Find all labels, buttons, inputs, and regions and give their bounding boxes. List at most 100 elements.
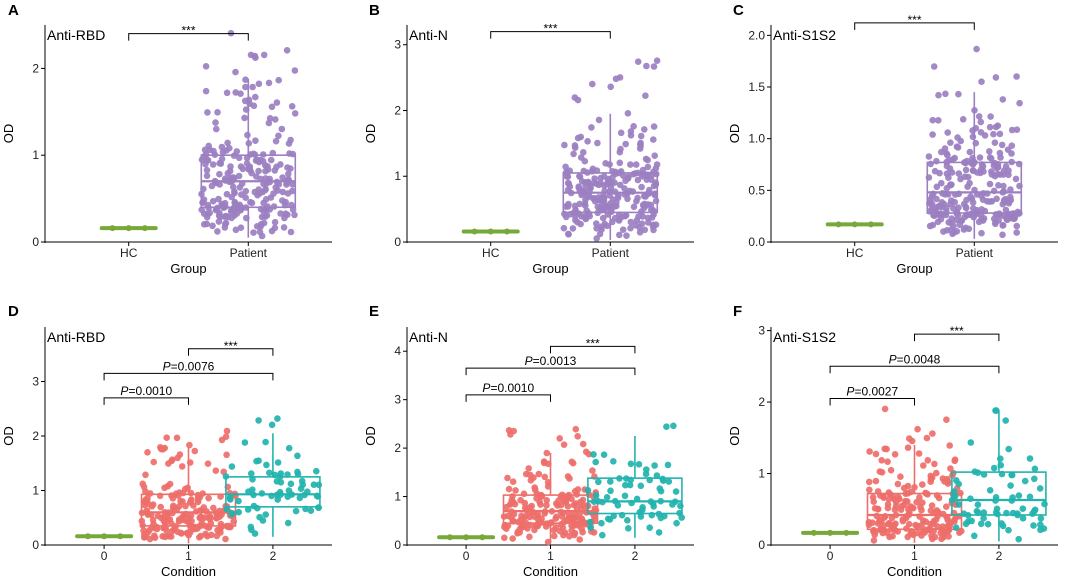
x-tick-label-b: HC (482, 246, 500, 260)
data-point (673, 519, 680, 527)
data-point (999, 522, 1007, 530)
data-point (597, 204, 604, 212)
data-point (263, 461, 270, 469)
data-point (968, 517, 975, 525)
data-point (568, 514, 575, 521)
x-tick-label-d: 1 (185, 549, 192, 563)
y-tick-label-f: 1 (758, 467, 765, 481)
data-point (943, 416, 950, 424)
data-point (906, 435, 913, 442)
data-point (951, 457, 958, 465)
data-point (284, 519, 292, 527)
data-point (574, 134, 582, 142)
data-point (248, 470, 255, 477)
data-point (642, 92, 649, 99)
data-point (169, 527, 176, 535)
data-point (874, 505, 882, 513)
data-point (936, 169, 943, 177)
significance-bracket-e-2: *** (550, 336, 636, 354)
bracket-line (829, 397, 915, 406)
data-point (904, 444, 912, 452)
significance-bracket-f-2: *** (914, 324, 1000, 342)
data-point (656, 485, 664, 492)
y-tick-label-c: 0.0 (748, 235, 765, 249)
data-point (146, 490, 154, 497)
data-point (933, 469, 940, 477)
data-point (487, 228, 494, 235)
data-point (904, 482, 912, 490)
data-point (927, 160, 934, 168)
data-point (942, 90, 949, 98)
data-point (1036, 485, 1044, 492)
data-point (950, 469, 957, 477)
data-point (927, 478, 934, 486)
data-point (200, 221, 208, 228)
x-axis-label-f: Condition (887, 564, 942, 579)
data-point (274, 496, 282, 503)
data-point (201, 146, 209, 154)
data-point (1015, 492, 1023, 499)
data-point (156, 492, 164, 500)
data-point (509, 478, 517, 486)
data-point (505, 485, 513, 493)
data-point (205, 494, 212, 502)
data-point (678, 514, 685, 521)
data-point (463, 534, 470, 541)
data-point (976, 154, 984, 161)
data-point (274, 459, 282, 466)
group-d-1 (138, 427, 239, 544)
data-point (626, 481, 634, 489)
data-point (228, 463, 236, 470)
data-point (987, 113, 994, 120)
data-point (1031, 465, 1039, 473)
data-point (952, 524, 960, 531)
data-point (999, 96, 1007, 103)
data-point (479, 534, 486, 541)
x-tick-label-d: 2 (270, 549, 277, 563)
data-point (223, 451, 230, 459)
data-point (576, 172, 583, 180)
data-point (241, 114, 248, 122)
data-point (580, 149, 587, 156)
data-point (971, 532, 978, 540)
data-point (978, 78, 985, 85)
x-axis-label-a: Group (170, 261, 206, 276)
data-point (627, 161, 634, 168)
data-point (512, 487, 519, 494)
group-e-1 (500, 425, 600, 546)
data-point (509, 535, 516, 542)
y-tick-label-a: 2 (32, 61, 39, 75)
data-point (600, 173, 608, 180)
data-point (880, 494, 887, 502)
data-point (213, 125, 220, 133)
data-point (525, 465, 532, 472)
data-point (650, 503, 657, 510)
data-point (611, 179, 618, 186)
data-point (202, 63, 210, 70)
y-tick-label-d: 0 (32, 538, 39, 552)
data-point (1013, 229, 1020, 236)
data-point (955, 501, 963, 508)
bracket-label: P=0.0010 (120, 384, 172, 398)
data-point (187, 512, 195, 519)
data-point (572, 500, 579, 507)
y-tick-label-d: 1 (32, 484, 39, 498)
y-tick-label-d: 3 (32, 375, 39, 389)
significance-bracket-c-0: *** (854, 13, 975, 30)
significance-bracket-d-1: P=0.0076 (103, 359, 274, 381)
data-point (947, 181, 954, 188)
data-point (810, 529, 817, 536)
data-point (944, 129, 951, 136)
data-point (227, 496, 234, 503)
data-point (1000, 182, 1007, 190)
data-point (1016, 99, 1023, 107)
data-point (212, 119, 219, 126)
data-point (948, 215, 956, 222)
data-point (265, 79, 273, 87)
data-point (986, 123, 994, 131)
panel-letter-c: C (733, 2, 744, 19)
data-point (945, 523, 952, 530)
data-point (223, 427, 231, 435)
data-point (621, 492, 629, 500)
data-point (897, 506, 905, 513)
